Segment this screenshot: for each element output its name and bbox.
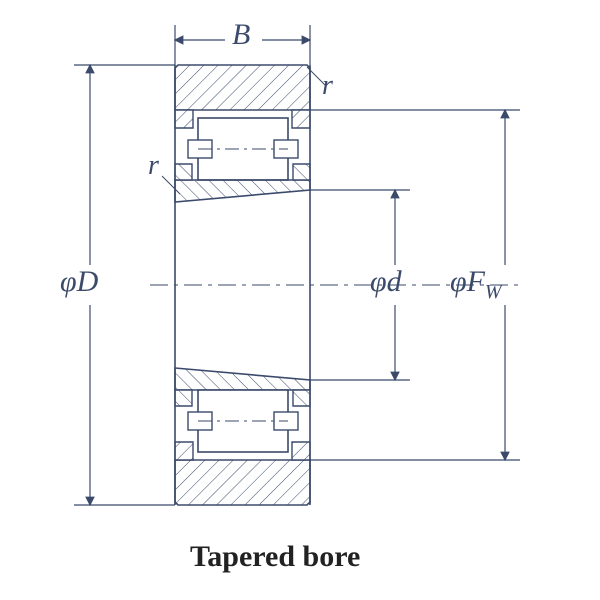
label-r-outer: r [322,70,333,102]
label-r-inner: r [148,150,159,182]
drawing-svg [0,0,600,600]
label-phiD: φD [60,265,98,299]
roller-top [188,118,298,180]
title: Tapered bore [190,540,360,574]
label-phid: φd [370,265,402,299]
label-phiFw: φFW [450,265,502,304]
label-B: B [232,18,250,52]
diagram-stage: B r r φD φd φFW Tapered bore [0,0,600,600]
roller-bottom [188,390,298,452]
